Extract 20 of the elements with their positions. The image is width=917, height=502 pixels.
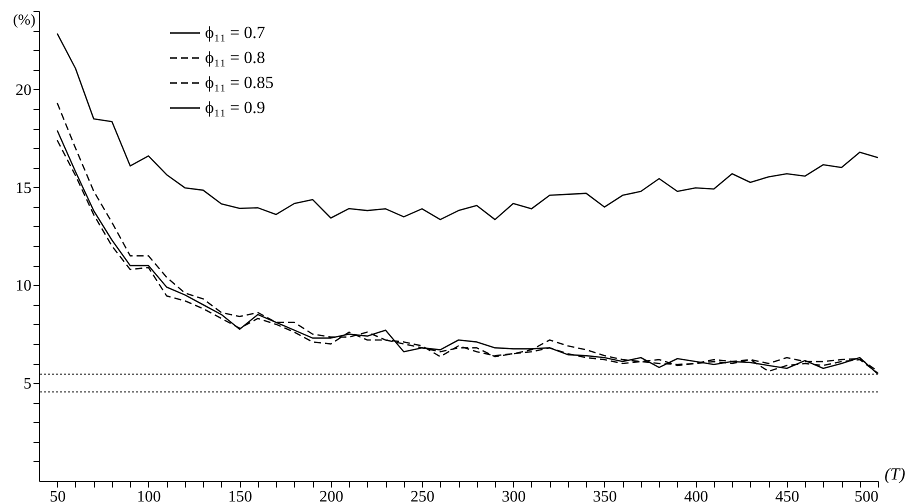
x-tick-label: 450 — [775, 488, 800, 502]
legend-label: ϕ₁₁ = 0.9 — [205, 98, 266, 117]
x-tick-label: 500 — [854, 488, 878, 502]
legend-label: ϕ₁₁ = 0.8 — [205, 48, 266, 67]
x-tick-label: 350 — [592, 488, 617, 502]
y-axis-title: (%) — [13, 12, 36, 28]
x-axis-title: (T) — [884, 464, 906, 484]
x-tick-label: 50 — [50, 488, 66, 502]
x-tick-label: 150 — [228, 488, 252, 502]
legend-label: ϕ₁₁ = 0.85 — [205, 73, 274, 92]
y-tick-label: 15 — [16, 180, 32, 197]
x-tick-label: 400 — [684, 488, 708, 502]
x-tick-label: 100 — [136, 488, 161, 502]
x-tick-label: 200 — [319, 488, 344, 502]
y-tick-label: 5 — [24, 376, 32, 393]
y-tick-label: 20 — [16, 82, 32, 99]
y-tick-label: 10 — [16, 278, 32, 295]
legend-label: ϕ₁₁ = 0.7 — [205, 23, 266, 42]
x-tick-label: 300 — [502, 488, 526, 502]
x-tick-label: 250 — [410, 488, 435, 502]
